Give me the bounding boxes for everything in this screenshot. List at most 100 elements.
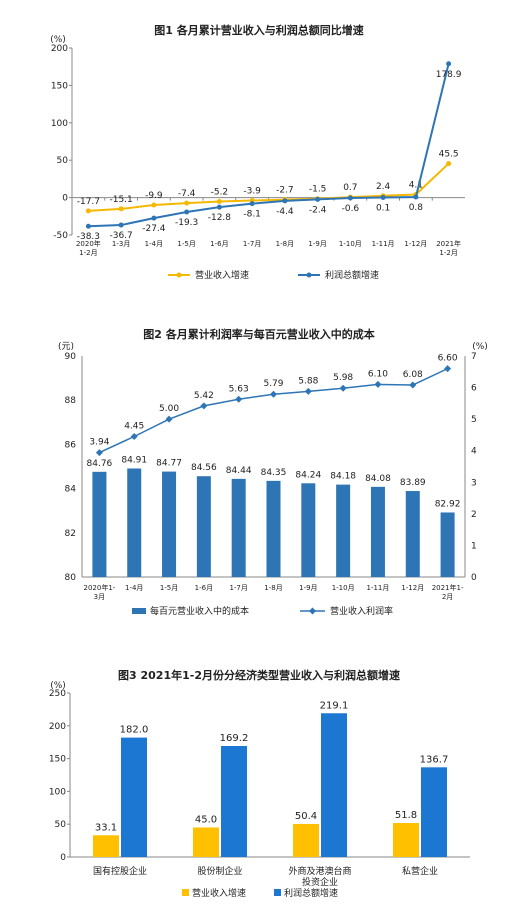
chart2-x-tick-label: 1-6月 <box>195 584 213 592</box>
chart1-x-tick-label: 1-2月 <box>79 249 97 257</box>
chart3-y-tick-label: 100 <box>49 787 66 797</box>
chart2-bar-label: 83.89 <box>400 478 426 488</box>
chart3-legend-swatch <box>182 889 189 896</box>
chart3-bar-label: 182.0 <box>120 725 149 736</box>
chart2-bar <box>405 491 420 577</box>
chart1-legend-marker <box>306 272 312 278</box>
chart2-rate-point <box>130 433 138 441</box>
chart2-x-tick-label: 2021年1- <box>432 583 464 592</box>
chart2-left-tick-label: 80 <box>65 573 77 583</box>
chart3-x-tick-label: 国有控股企业 <box>93 865 147 877</box>
chart2-left-tick-label: 88 <box>65 396 77 406</box>
chart1-data-label: -12.8 <box>208 213 232 223</box>
chart1-x-tick-label: 1-8月 <box>276 240 294 248</box>
chart1-data-label: 45.5 <box>439 150 459 160</box>
chart2-rate-point <box>235 395 243 403</box>
chart1-x-tick-label: 1-10月 <box>339 240 362 248</box>
chart2-right-tick-label: 5 <box>471 415 477 425</box>
chart3-y-tick-label: 250 <box>49 689 66 699</box>
chart1-point <box>380 195 386 201</box>
chart3-x-tick-label: 股份制企业 <box>197 865 242 877</box>
chart2-left-tick-label: 82 <box>65 529 76 539</box>
chart3-legend-label: 利润总额增速 <box>284 887 338 899</box>
chart2-right-tick-label: 0 <box>471 573 477 583</box>
chart1-y-tick-label: 200 <box>51 44 68 54</box>
chart2-right-tick-label: 6 <box>471 384 477 394</box>
chart3-x-tick-label: 投资企业 <box>302 876 338 888</box>
chart1-point <box>85 223 91 229</box>
chart1-x-tick-label: 1-11月 <box>372 240 395 248</box>
chart1-point <box>446 161 452 167</box>
chart1-data-label: 2.4 <box>376 182 391 192</box>
chart3-x-tick-label: 外商及港澳台商 <box>288 865 351 877</box>
chart1-point <box>118 206 124 212</box>
chart2-rate-label: 4.45 <box>124 422 144 432</box>
chart1-data-label: -3.9 <box>243 187 261 197</box>
chart2-x-tick-label: 2月 <box>442 593 453 601</box>
chart1-point <box>446 61 452 67</box>
chart2-right-tick-label: 4 <box>471 447 477 457</box>
chart2-bar <box>301 483 316 577</box>
chart2-x-tick-label: 1-9月 <box>299 584 317 592</box>
chart3-bar <box>293 823 319 857</box>
chart1-data-label: -1.5 <box>309 185 327 195</box>
chart3-bar <box>221 746 247 857</box>
chart1-point <box>216 198 222 204</box>
chart1-data-label: -8.1 <box>243 210 261 220</box>
chart3-bar-label: 33.1 <box>95 822 117 833</box>
chart2-rate-label: 5.63 <box>229 384 249 394</box>
chart2-right-tick-label: 7 <box>471 352 477 362</box>
chart1-x-tick-label: 1-9月 <box>308 240 326 248</box>
chart2-bar-label: 84.35 <box>261 468 287 478</box>
chart1-x-tick-label: 1-12月 <box>404 240 427 248</box>
chart1-legend-label: 营业收入增速 <box>195 269 249 281</box>
chart2-x-tick-label: 1-11月 <box>367 584 390 592</box>
chart1-y-tick-label: 0 <box>62 194 68 204</box>
chart2-rate-label: 6.10 <box>368 369 388 379</box>
chart1-data-label: -4.4 <box>276 207 294 217</box>
chart2-left-tick-label: 90 <box>65 352 77 362</box>
chart1-x-tick-label: 1-3月 <box>112 240 130 248</box>
chart2-bar-label: 84.24 <box>295 470 321 480</box>
chart2-bar <box>162 471 177 577</box>
chart2-rate-point <box>339 384 347 392</box>
chart2-rate-point <box>270 390 277 398</box>
chart2-right-tick-label: 2 <box>471 510 477 520</box>
chart3-x-tick-label: 私营企业 <box>402 865 438 877</box>
chart3-y-unit: (%) <box>50 681 66 691</box>
chart1-title: 图1 各月累计营业收入与利润总额同比增速 <box>154 24 364 37</box>
chart2-rate-point <box>95 449 103 457</box>
chart2-x-tick-label: 1-12月 <box>401 584 424 592</box>
chart3-bar-label: 51.8 <box>395 810 417 821</box>
chart3-bar <box>93 835 119 857</box>
chart1-series-line-1 <box>88 162 450 212</box>
chart2-legend-line-label: 营业收入利润率 <box>330 605 393 617</box>
chart2-legend-bar-swatch <box>132 608 146 614</box>
chart1-data-label: -9.9 <box>145 191 163 201</box>
chart2-bar <box>266 480 281 577</box>
chart2-bar <box>370 486 385 577</box>
chart3-y-tick-label: 150 <box>49 755 66 765</box>
chart1-x-tick-label: 1-7月 <box>243 240 261 248</box>
chart1-data-label: 0.7 <box>343 183 357 193</box>
chart3-bar-label: 219.1 <box>320 700 349 711</box>
chart2-rate-point <box>374 380 382 388</box>
chart1-data-label: -0.6 <box>342 204 360 214</box>
chart1-y-unit: (%) <box>50 35 66 45</box>
chart2-rate-point <box>165 415 173 423</box>
chart1-point <box>184 209 190 215</box>
chart2-left-tick-label: 84 <box>65 485 77 495</box>
chart2-bar <box>92 471 107 577</box>
chart1-legend-marker <box>176 272 182 278</box>
chart2-rate-label: 5.88 <box>298 376 318 386</box>
chart1-data-label: -27.4 <box>142 224 166 234</box>
chart2-bar-label: 84.08 <box>365 474 391 484</box>
chart1-point <box>216 204 222 210</box>
chart2-bar-label: 84.56 <box>191 463 217 473</box>
chart1-x-tick-label: 1-6月 <box>210 240 228 248</box>
chart3-bar <box>321 713 347 857</box>
chart2-rate-label: 5.79 <box>263 379 283 389</box>
chart2-bar <box>440 512 455 577</box>
chart2-legend-bar-label: 每百元营业收入中的成本 <box>150 605 249 617</box>
